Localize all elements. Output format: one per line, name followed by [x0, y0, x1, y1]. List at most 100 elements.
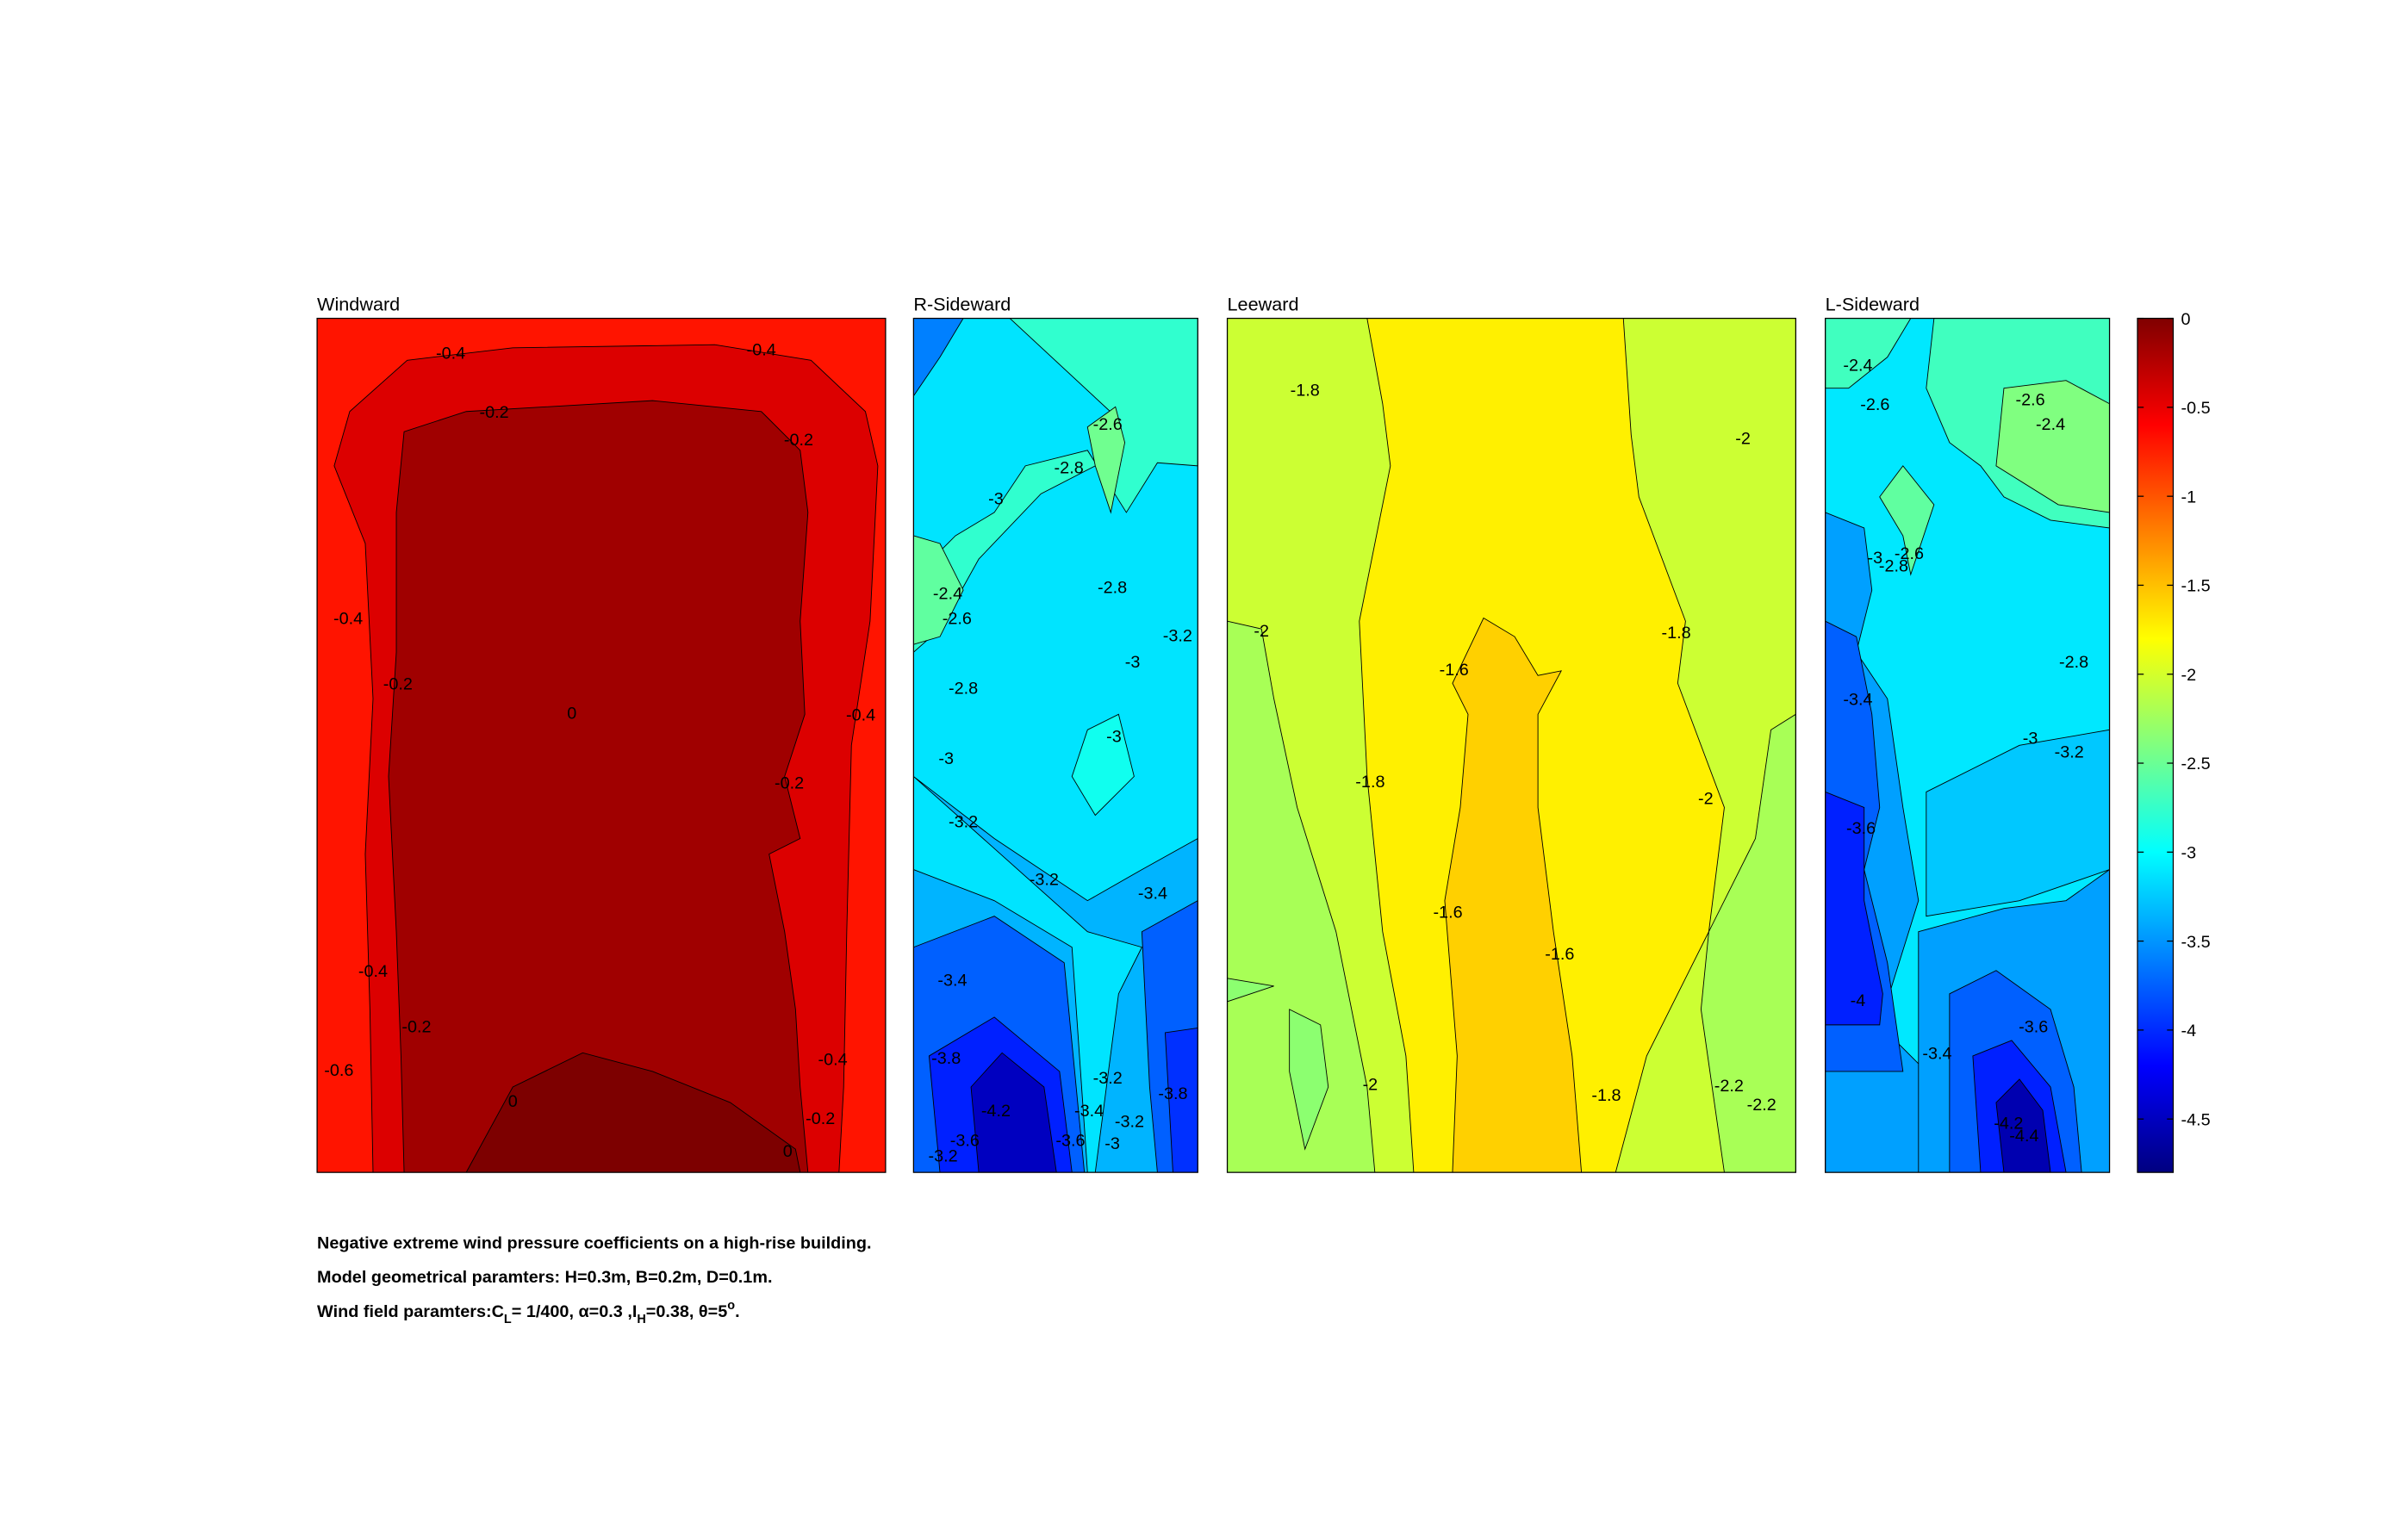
contour-label: -0.4 [358, 962, 388, 981]
contour-label: -3 [988, 490, 1004, 509]
contour-label: -3.2 [1163, 626, 1192, 645]
contour-label: -2.8 [1098, 579, 1127, 598]
contour-label: -2.8 [1879, 556, 1908, 575]
contour-label: 0 [783, 1142, 793, 1161]
contour-label: -1.6 [1433, 903, 1462, 922]
colorbar-tick-label: -4 [2181, 1022, 2196, 1040]
contour-label: -2.4 [1843, 357, 1872, 376]
contour-label: -2.2 [1747, 1096, 1776, 1115]
panel-title: Leeward [1228, 294, 1299, 315]
contour-label: -3.4 [937, 972, 967, 991]
contour-label: -3 [1125, 653, 1141, 672]
caption-line: Model geometrical paramters: H=0.3m, B=0… [317, 1268, 772, 1287]
contour-label: -3.2 [929, 1146, 958, 1165]
contour-label: -2.6 [943, 610, 972, 629]
contour-label: -0.2 [806, 1109, 835, 1128]
panel-title: Windward [317, 294, 400, 315]
colorbar-tick-label: -1.5 [2181, 577, 2210, 596]
caption-sub: H [637, 1313, 645, 1326]
contour-label: 0 [567, 705, 576, 724]
caption-part: . [735, 1302, 740, 1321]
contour-label: -1.8 [1661, 624, 1690, 643]
caption-line: Negative extreme wind pressure coefficie… [317, 1233, 871, 1252]
caption-part: Wind field paramters:C [317, 1302, 504, 1321]
panel-title: R-Sideward [913, 294, 1011, 315]
contour-label: -2.6 [1895, 544, 1924, 563]
contour-label: -3 [1104, 1134, 1120, 1153]
contour-label: -1.6 [1545, 945, 1574, 964]
caption-part: = 1/400, α=0.3 ,I [512, 1302, 638, 1321]
contour-label: -1.6 [1440, 661, 1469, 680]
contour-label: -2.6 [2016, 390, 2045, 409]
contour-label: -1.8 [1291, 382, 1320, 401]
l-sideward-contours [1825, 318, 2110, 1173]
contour-label: -2.8 [2059, 653, 2088, 672]
contour-label: -2.6 [1860, 395, 1889, 414]
contour-label: -0.4 [747, 341, 776, 360]
contour-label: -0.2 [383, 674, 413, 693]
contour-label: -0.2 [784, 431, 813, 450]
contour-label: -3.8 [931, 1049, 961, 1068]
contour-label: -3 [1106, 728, 1122, 747]
contour-label: 0 [508, 1092, 518, 1111]
contour-label: -2.2 [1714, 1077, 1744, 1096]
contour-label: -3.2 [949, 813, 978, 832]
contour-label: -3.4 [1074, 1102, 1104, 1121]
contour-label: -2 [1363, 1075, 1378, 1094]
contour-label: -0.4 [818, 1051, 848, 1070]
contour-label: -0.2 [401, 1018, 431, 1037]
caption-sup: o [727, 1299, 735, 1313]
contour-label: -3.6 [950, 1131, 980, 1150]
contour-label: -3 [2023, 729, 2038, 748]
contour-label: -0.6 [324, 1061, 353, 1080]
contour-label: -3.2 [1115, 1113, 1144, 1132]
colorbar-tick-label: -3.5 [2181, 933, 2210, 952]
caption-sub: L [504, 1313, 512, 1326]
contour-label: -3 [1868, 549, 1883, 568]
contour-label: -3.8 [1158, 1084, 1187, 1103]
contour-label: -0.4 [846, 705, 875, 724]
contour-label: -3.6 [2019, 1018, 2048, 1037]
contour-label: -3.6 [1055, 1131, 1085, 1150]
colorbar-tick-label: -2.5 [2181, 755, 2210, 773]
contour-label: -2.4 [933, 585, 962, 604]
contour-label: -2 [1698, 790, 1714, 809]
contour-label: -2 [1254, 622, 1269, 641]
panel-title: L-Sideward [1826, 294, 1920, 315]
contour-label: -3.2 [1093, 1069, 1123, 1088]
colorbar-tick-label: -1 [2181, 488, 2196, 506]
contour-label: -2.6 [1093, 415, 1123, 434]
contour-label: -2 [1735, 429, 1751, 448]
contour-label: -3.6 [1846, 819, 1876, 838]
panel-frames [316, 317, 2111, 1173]
contour-label: -0.4 [333, 610, 363, 629]
colorbar-tick-label: -4.5 [2181, 1110, 2210, 1129]
colorbar-tick-label: -2 [2181, 666, 2196, 685]
caption-part: =0.38, θ=5 [646, 1302, 728, 1321]
contour-label: -0.2 [480, 403, 509, 422]
contour-label: -3.2 [1030, 870, 1059, 889]
contour-label: -0.2 [775, 774, 804, 793]
contour-label: -1.8 [1591, 1086, 1621, 1105]
contour-label: -3.4 [1138, 885, 1167, 904]
contour-label: -4.2 [981, 1102, 1011, 1121]
contour-label: -4.4 [2009, 1127, 2038, 1146]
contour-label: -1.8 [1355, 773, 1384, 792]
leeward-contours [1227, 318, 1796, 1173]
r-sideward-contours [913, 318, 1198, 1173]
windward-contours [317, 318, 886, 1173]
contour-label: -3 [938, 749, 954, 768]
contour-label: -3.4 [1922, 1044, 1951, 1063]
caption-line: Wind field paramters:CL= 1/400, α=0.3 ,I… [317, 1299, 740, 1326]
colorbar-tick-label: 0 [2181, 310, 2190, 329]
colorbar-tick-label: -3 [2181, 844, 2196, 863]
contour-label: -0.4 [436, 344, 465, 363]
contour-label: -2.8 [1055, 459, 1084, 478]
colorbar [2137, 317, 2175, 1173]
contour-label: -2.4 [2036, 415, 2065, 434]
contour-label: -2.8 [949, 680, 978, 699]
contour-label: -3.4 [1843, 690, 1872, 709]
contour-label: -4 [1851, 991, 1866, 1010]
contour-label: -4.2 [1994, 1114, 2023, 1133]
